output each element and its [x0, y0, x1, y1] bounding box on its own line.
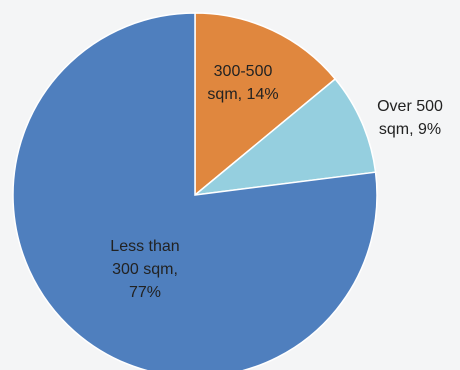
- pie-slice-less-than-300-sqm: [12, 12, 378, 370]
- pie-slice-300-500-sqm: [194, 12, 337, 197]
- data-label-over-500-sqm: Over 500 sqm, 9%: [377, 98, 443, 138]
- data-label-line: sqm, 9%: [379, 121, 441, 138]
- data-label-line: 77%: [129, 284, 161, 301]
- data-label-line: Less than: [110, 238, 179, 255]
- data-label-line: Over 500: [377, 98, 443, 115]
- pie-labels: 300-500 sqm, 14% Over 500 sqm, 9% Less than 3…: [110, 63, 443, 301]
- data-label-less-than-300-sqm: Less than 300 sqm, 77%: [110, 238, 179, 301]
- data-label-line: sqm, 14%: [207, 86, 278, 103]
- data-label-300-500-sqm: 300-500 sqm, 14%: [207, 63, 278, 103]
- data-label-line: 300-500: [214, 63, 273, 80]
- data-label-line: 300 sqm,: [112, 261, 178, 278]
- pie-slice-over-500-sqm: [192, 77, 377, 197]
- pie-slices: [12, 12, 378, 370]
